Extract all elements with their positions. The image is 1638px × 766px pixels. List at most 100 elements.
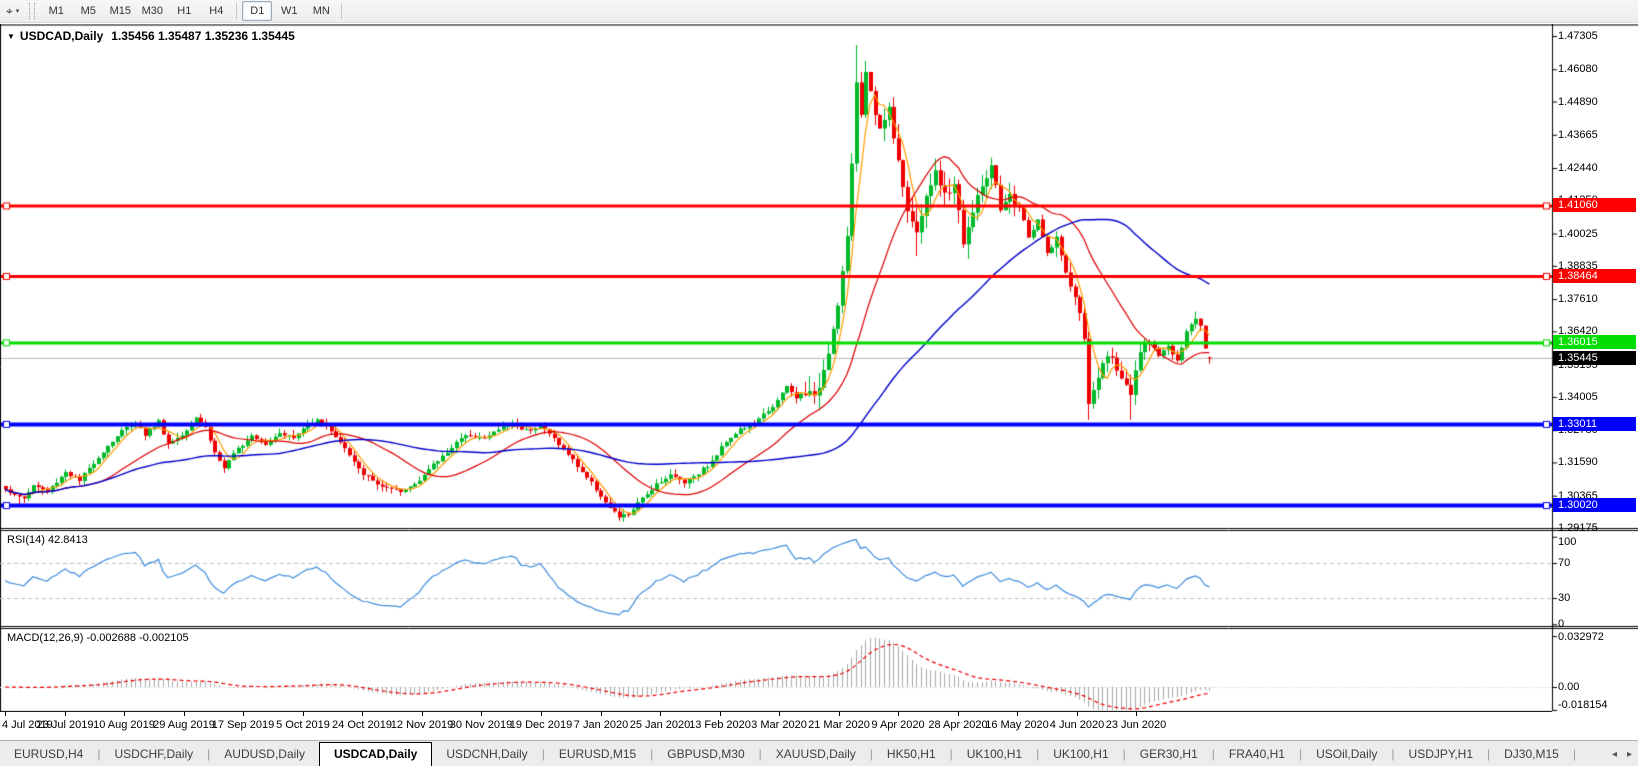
tab-audusd-daily[interactable]: AUDUSD,Daily [224,747,305,761]
timeframe-button-d1[interactable]: D1 [242,1,273,21]
date-axis-tick [303,712,304,716]
date-axis-label: 29 Aug 2019 [153,719,215,731]
tab-separator: | [1487,747,1491,761]
date-axis-label: 23 Jun 2020 [1105,719,1167,731]
tab-separator: | [949,747,953,761]
date-axis-tick [839,712,840,716]
tab-eurusd-h4[interactable]: EURUSD,H4 [14,747,84,761]
macd-axis-tick: 0.00 [1558,681,1580,693]
price-line-badge[interactable]: 1.41060 [1553,198,1636,212]
date-axis-tick [481,712,482,716]
price-line-badge[interactable]: 1.36015 [1553,335,1636,349]
rsi-axis-tick: 100 [1558,536,1577,548]
date-axis-label: 7 Jan 2020 [573,719,629,731]
toolbar-drag-handle[interactable] [29,3,36,19]
timeframe-button-m1[interactable]: M1 [48,5,64,17]
date-axis-tick [1077,712,1078,716]
rsi-axis-tick: 0 [1558,618,1565,631]
tab-eurusd-m15[interactable]: EURUSD,M15 [558,747,637,761]
price-line-badge[interactable]: 1.38464 [1553,269,1636,283]
price-axis-tick: 1.43665 [1558,128,1598,141]
tab-separator: | [1572,747,1576,761]
price-axis-tick: 1.40025 [1558,227,1598,240]
date-axis-label: 25 Jan 2020 [629,719,691,731]
date-axis-tick [660,712,661,716]
timeframe-button-w1[interactable]: W1 [281,5,298,17]
rsi-axis-tick: 70 [1558,557,1571,569]
price-axis-tick: 1.47305 [1558,30,1598,42]
date-axis-label: 9 Apr 2020 [871,719,925,731]
price-line-badge[interactable]: 1.33011 [1553,417,1636,431]
date-axis-label: 4 Jun 2020 [1049,719,1105,731]
tab-scroll-nav: ◂ ▸ [1612,741,1632,766]
chart-title: ▼ USDCAD,Daily 1.35456 1.35487 1.35236 1.3… [7,29,295,43]
current-price-badge: 1.35445 [1553,351,1636,365]
tab-separator: | [650,747,654,761]
tab-usdchf-daily[interactable]: USDCHF,Daily [114,747,194,761]
rsi-indicator-label: RSI(14) 42.8413 [7,534,88,546]
date-axis-label: 3 Mar 2020 [751,719,807,731]
date-axis-label: 24 Oct 2019 [332,719,392,731]
date-axis-tick [362,712,363,716]
date-axis-tick [541,712,542,716]
date-axis-tick [243,712,244,716]
tab-usdjpy-h1[interactable]: USDJPY,H1 [1408,747,1474,761]
tab-usdcad-daily[interactable]: USDCAD,Daily [318,741,433,766]
tab-fra40-h1[interactable]: FRA40,H1 [1228,747,1285,761]
tab-xauusd-daily[interactable]: XAUUSD,Daily [775,747,856,761]
date-axis-tick [1017,712,1018,716]
date-axis-tick [422,712,423,716]
tab-separator: | [97,747,101,761]
date-axis-tick [5,712,6,716]
date-axis-label: 30 Nov 2019 [449,719,513,731]
tab-hk50-h1[interactable]: HK50,H1 [886,747,936,761]
date-axis-label: 19 Dec 2019 [509,719,573,731]
tab-separator: | [541,747,545,761]
timeframe-button-m5[interactable]: M5 [80,5,96,17]
tab-uk100-h1[interactable]: UK100,H1 [1053,747,1109,761]
timeframe-button-h1[interactable]: H1 [177,5,192,17]
price-axis-tick: 1.38835 [1558,259,1598,272]
tab-gbpusd-m30[interactable]: GBPUSD,M30 [667,747,745,761]
price-axis-tick: 1.42440 [1558,162,1598,175]
date-axis-label: 23 Jul 2019 [36,719,94,731]
date-axis-label: 28 Apr 2020 [928,719,988,731]
tab-usoil-daily[interactable]: USOil,Daily [1316,747,1378,761]
timeframe-button-mn[interactable]: MN [312,5,330,17]
date-axis-label: 17 Sep 2019 [211,719,275,731]
price-axis-tick: 1.34005 [1558,390,1598,403]
timeframe-button-m30[interactable]: M30 [141,5,163,17]
tab-scroll-left-icon[interactable]: ◂ [1611,748,1617,760]
timeframe-button-h4[interactable]: H4 [209,5,224,17]
tab-scroll-right-icon[interactable]: ▸ [1626,748,1632,760]
date-axis-tick [779,712,780,716]
crosshair-tool-button[interactable]: ⌖ ▾ [2,2,23,20]
date-axis-label: 21 Mar 2020 [808,719,870,731]
chart-tab-bar: EURUSD,H4 | USDCHF,Daily | AUDUSD,Daily USDCA… [0,740,1638,766]
tab-separator: | [207,747,211,761]
tab-separator: | [1298,747,1303,761]
date-axis-tick [720,712,721,716]
tab-dj30-m15[interactable]: DJ30,M15 [1504,747,1559,761]
date-axis-tick [184,712,185,716]
price-axis-tick: 1.46080 [1558,63,1598,76]
tab-separator: | [1036,747,1040,761]
timeframe-button-m15[interactable]: M15 [109,5,131,17]
tab-uk100-h1[interactable]: UK100,H1 [966,747,1023,761]
date-axis-label: 16 May 2020 [985,719,1049,731]
price-axis-tick: 1.36420 [1558,325,1598,338]
price-line-badge[interactable]: 1.30020 [1553,498,1636,512]
date-axis-tick [124,712,125,716]
price-axis-tick: 1.44890 [1558,95,1598,108]
price-axis-tick: 1.31590 [1558,456,1598,469]
tab-separator: | [1211,747,1215,761]
timeframe-toolbar: ⌖ ▾ M1 M5 M15 M30 H1 H4 D1 W1 MN [0,0,1638,23]
date-axis-label: 13 Feb 2020 [689,719,751,731]
tab-ger30-h1[interactable]: GER30,H1 [1139,747,1198,761]
chart-canvas[interactable] [0,24,1638,712]
date-axis-label: 12 Nov 2019 [390,719,454,731]
tab-usdcnh-daily[interactable]: USDCNH,Daily [446,747,528,761]
chart-dropdown-icon[interactable]: ▼ [7,32,15,41]
price-axis-tick: 1.37610 [1558,293,1598,306]
